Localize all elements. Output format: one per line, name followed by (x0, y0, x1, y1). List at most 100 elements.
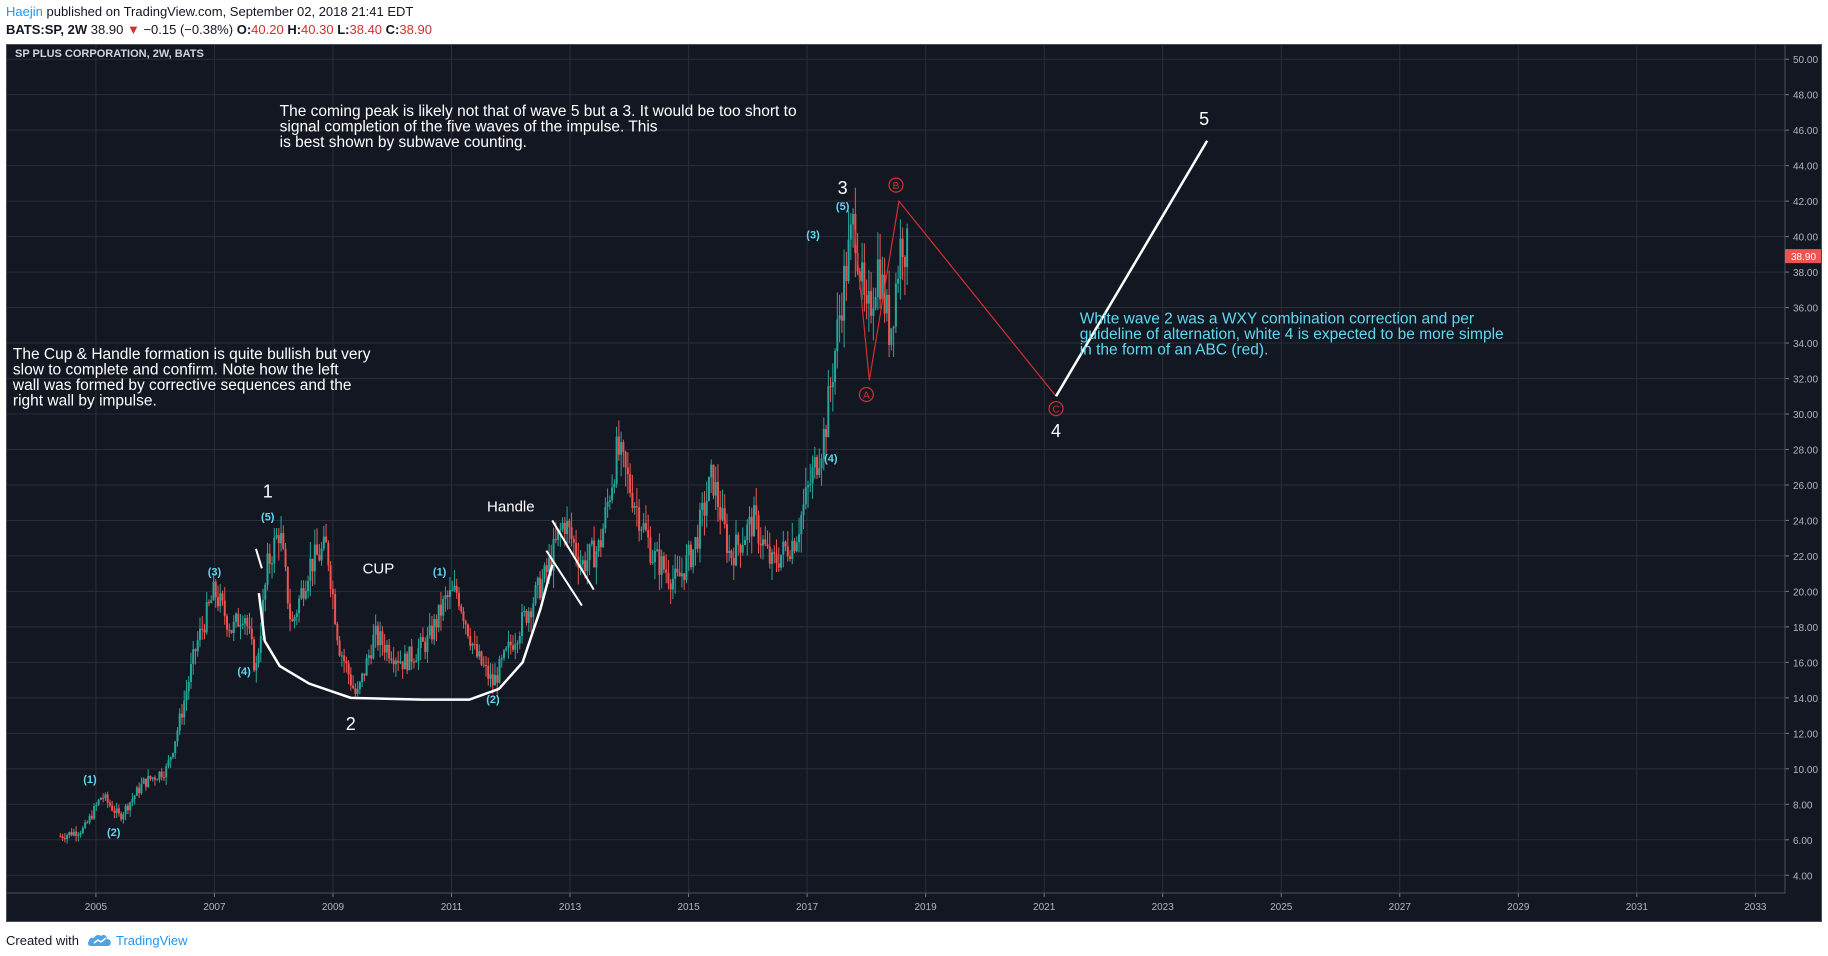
candle-body (716, 482, 719, 507)
x-tick-label: 2015 (677, 902, 700, 913)
y-tick-label: 44.00 (1793, 162, 1818, 173)
candle-body (478, 651, 481, 657)
candle-body (171, 753, 174, 758)
candle-body (725, 524, 728, 554)
candle-body (597, 540, 600, 552)
candle-body (460, 606, 463, 612)
candle-body (433, 619, 436, 640)
close-label: C: (385, 22, 400, 37)
candle-body (345, 661, 348, 664)
candle-body (692, 549, 695, 568)
candle-body (75, 831, 78, 836)
candle-body (507, 641, 510, 648)
price-change: −0.15 (−0.38%) (143, 22, 234, 37)
x-tick-label: 2023 (1152, 902, 1175, 913)
candle-body (90, 815, 93, 819)
candle-body (870, 291, 873, 316)
candle-body (822, 429, 825, 459)
annotation-line: guideline of alternation, white 4 is exp… (1080, 326, 1504, 343)
candle-body (516, 643, 519, 645)
candle-body (435, 619, 438, 628)
y-tick-label: 32.00 (1793, 375, 1818, 386)
candle-body (548, 557, 551, 572)
price-chart[interactable]: 4.00 6.00 8.00 10.00 12.00 14.00 16.00 18.00 20.… (7, 45, 1821, 921)
candle-body (453, 585, 456, 591)
last-price: 38.90 (90, 22, 124, 37)
y-tick-label: 16.00 (1793, 658, 1818, 669)
x-tick-label: 2013 (559, 902, 582, 913)
candle-body (111, 805, 114, 811)
candle-body (789, 556, 792, 559)
chart-panel[interactable]: 4.00 6.00 8.00 10.00 12.00 14.00 16.00 18.00 20.… (6, 44, 1822, 922)
candle-body (410, 646, 413, 662)
candle-body (316, 544, 319, 555)
candle-body (793, 540, 796, 552)
candle-body (694, 537, 697, 550)
candle-body (259, 635, 262, 653)
candle-body (647, 530, 650, 538)
x-tick-label: 2027 (1389, 902, 1412, 913)
author-link[interactable]: Haejin (6, 4, 43, 19)
candle-body (503, 650, 506, 659)
candle-body (455, 585, 458, 593)
candle-body (352, 685, 355, 688)
candle-body (451, 590, 454, 592)
candle-body (381, 631, 384, 645)
annotation-line: The coming peak is likely not that of wa… (280, 103, 797, 120)
candle-body (135, 787, 138, 796)
candle-body (593, 540, 596, 568)
subwave-label: (2) (486, 694, 500, 706)
candle-body (840, 315, 843, 321)
candle-body (408, 646, 411, 671)
candle-body (223, 600, 226, 617)
candle-body (818, 468, 821, 475)
candle-body (743, 540, 746, 546)
subwave-label: (3) (208, 566, 222, 578)
candle-body (521, 612, 524, 637)
candle-body (403, 653, 406, 670)
candle-body (318, 554, 321, 561)
candle-body (827, 386, 830, 438)
candle-body (500, 658, 503, 660)
candle-body (158, 771, 161, 780)
pattern-label: CUP (363, 561, 395, 578)
candle-body (737, 534, 740, 545)
subwave-label: (4) (237, 666, 251, 678)
y-tick-label: 20.00 (1793, 587, 1818, 598)
candle-body (174, 741, 177, 754)
candle-body (289, 603, 292, 620)
candle-body (307, 580, 310, 591)
candle-body (512, 645, 515, 650)
candle-body (901, 238, 904, 258)
candle-body (363, 673, 366, 676)
candle-body (167, 760, 170, 767)
candle-body (331, 588, 334, 594)
candle-body (730, 550, 733, 558)
candle-body (273, 537, 276, 564)
candle-body (66, 835, 69, 839)
candle-body (667, 572, 670, 584)
candle-body (563, 522, 566, 534)
candle-body (246, 618, 249, 627)
candle-body (620, 442, 623, 455)
candle-body (608, 500, 611, 502)
candle-body (97, 799, 100, 805)
candle-body (133, 795, 136, 800)
x-tick-label: 2031 (1626, 902, 1649, 913)
candle-body (771, 552, 774, 564)
candle-body (653, 550, 656, 563)
candle-body (669, 583, 672, 590)
annotation-line: White wave 2 was a WXY combination corre… (1080, 311, 1474, 328)
candle-body (903, 257, 906, 268)
high-value: 40.30 (301, 22, 334, 37)
candle-body (759, 543, 762, 546)
candle-body (795, 542, 798, 552)
candle-body (325, 536, 328, 543)
candle-body (102, 797, 105, 799)
annotation-line: signal completion of the five waves of t… (280, 118, 658, 135)
candle-body (95, 804, 98, 807)
candle-body (491, 674, 494, 686)
wave1-tick (254, 548, 263, 569)
tradingview-link[interactable]: TradingView (116, 933, 188, 948)
candle-body (894, 283, 897, 327)
